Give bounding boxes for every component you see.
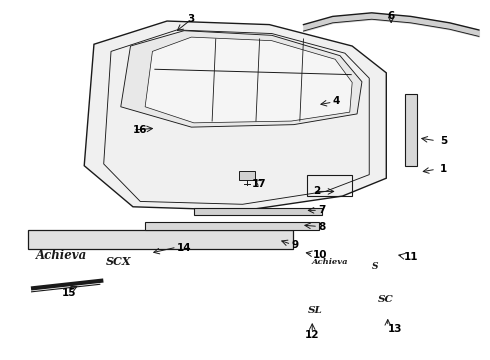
Polygon shape [145, 37, 352, 123]
Text: Achieva: Achieva [311, 258, 348, 266]
Text: 2: 2 [313, 186, 320, 197]
Text: 9: 9 [291, 240, 298, 250]
Text: 1: 1 [440, 164, 447, 174]
Text: 11: 11 [403, 252, 418, 262]
Polygon shape [84, 21, 386, 210]
Text: SCX: SCX [106, 256, 132, 267]
Text: S: S [372, 262, 378, 271]
Bar [307, 175, 352, 196]
Text: 16: 16 [133, 125, 147, 135]
Text: 13: 13 [388, 324, 402, 334]
Polygon shape [405, 94, 416, 166]
Text: SC: SC [378, 295, 394, 304]
Text: Achieva: Achieva [35, 249, 87, 262]
Text: 7: 7 [318, 205, 325, 215]
Bar [239, 171, 255, 180]
Text: 15: 15 [61, 288, 76, 297]
Text: SL: SL [307, 306, 322, 315]
Polygon shape [28, 230, 293, 249]
Text: 4: 4 [333, 96, 340, 107]
Text: 8: 8 [318, 222, 325, 232]
Text: 10: 10 [313, 250, 328, 260]
Polygon shape [145, 222, 318, 230]
Text: 6: 6 [388, 11, 395, 21]
Text: 12: 12 [305, 330, 319, 341]
Text: 3: 3 [188, 14, 195, 24]
Polygon shape [194, 208, 322, 215]
Text: 17: 17 [252, 179, 267, 189]
Text: 14: 14 [177, 243, 192, 253]
Polygon shape [121, 31, 362, 127]
Text: 5: 5 [440, 136, 447, 146]
